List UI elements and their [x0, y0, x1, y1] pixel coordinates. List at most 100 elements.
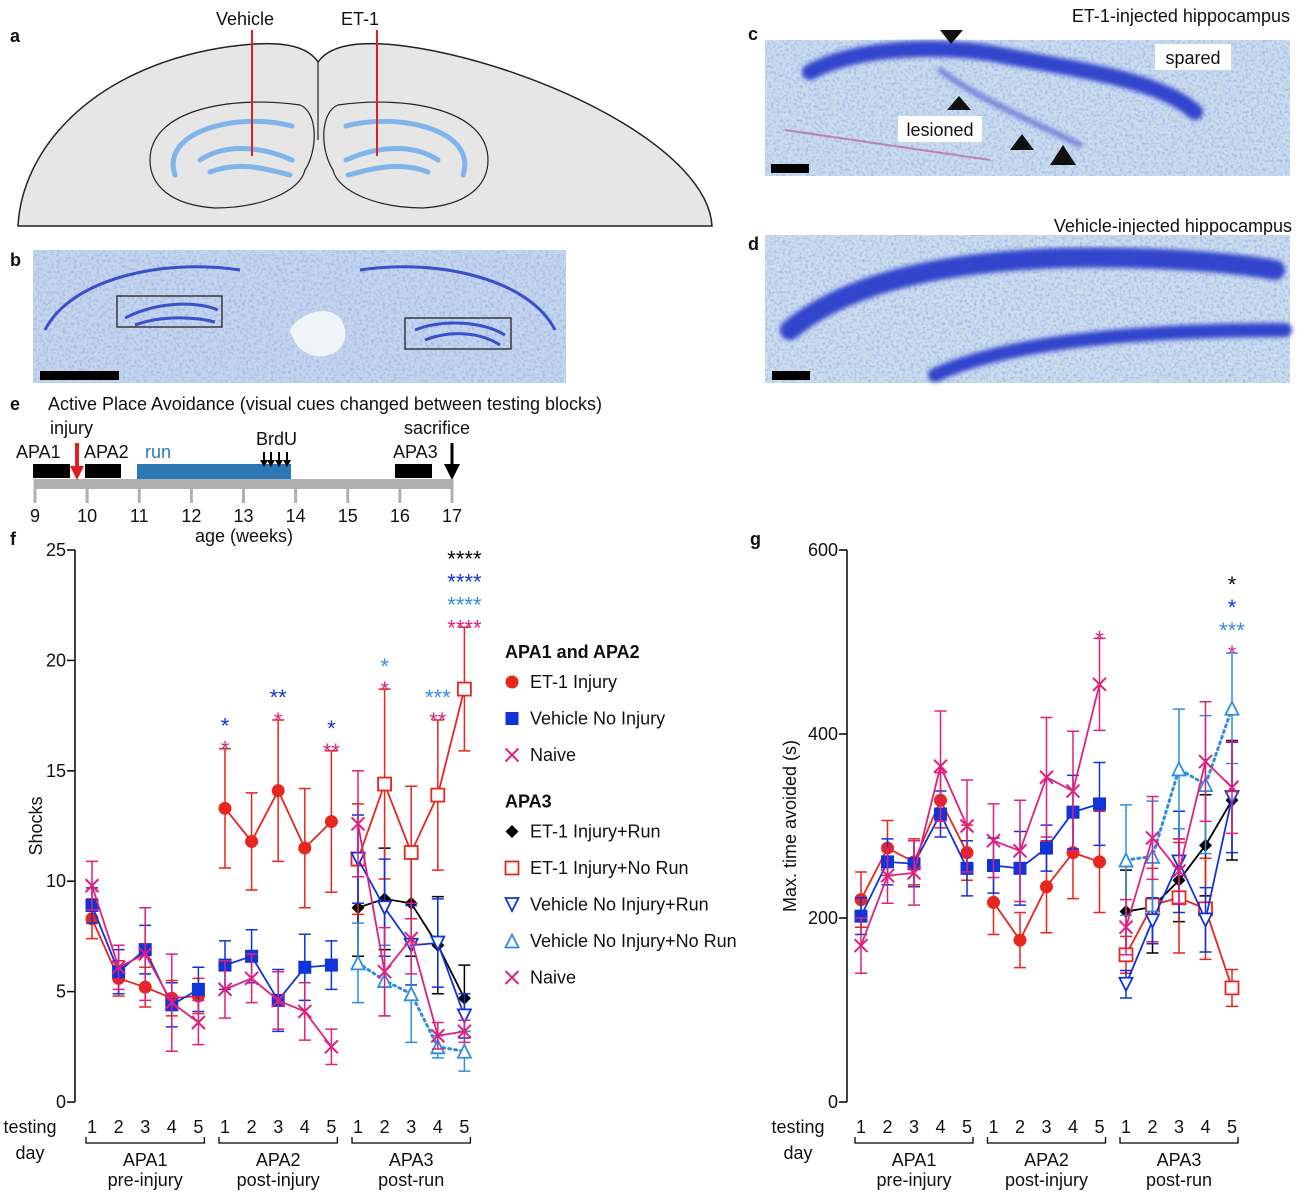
marker: [1144, 913, 1161, 930]
inset-box: [404, 317, 512, 350]
legend-label: ET-1 Injury+No Run: [530, 858, 689, 878]
marker: [1013, 933, 1027, 947]
legend-label: Vehicle No Injury+Run: [530, 895, 709, 915]
legend-label: ET-1 Injury: [530, 672, 617, 692]
marker: [429, 935, 446, 952]
legend-item: Vehicle No Injury: [505, 709, 665, 729]
x-tick-label: 1: [856, 1117, 866, 1137]
panel-title: Active Place Avoidance (visual cues chan…: [48, 394, 602, 414]
significance-stars: **: [270, 685, 288, 710]
legend-marker: [505, 675, 519, 689]
x-tick-label: 2: [1015, 1117, 1025, 1137]
y-tick-label: 400: [808, 724, 838, 744]
marker: [376, 900, 393, 917]
group-label: APA3: [1157, 1150, 1202, 1170]
panel-letter: d: [748, 234, 759, 254]
run-block: [137, 464, 291, 479]
x-tick-label: 5: [962, 1117, 972, 1137]
significance-stars: *: [221, 737, 230, 762]
x-axis-label: testing: [771, 1117, 824, 1137]
injection-label: ET-1: [341, 9, 379, 29]
region-label: lesioned: [906, 120, 973, 140]
legend-item: Vehicle No Injury+No Run: [504, 931, 737, 951]
x-tick-label: 1: [220, 1117, 230, 1137]
marker: [906, 865, 922, 881]
micrograph-texture: [33, 250, 566, 383]
group-label: APA1: [123, 1150, 168, 1170]
tissue-layers: [43, 265, 557, 347]
marker: [456, 1042, 473, 1059]
significance-stars: **: [323, 739, 341, 764]
marker: [218, 801, 232, 815]
panel-b: b: [10, 250, 566, 383]
marker: [245, 834, 259, 848]
marker: [1197, 912, 1214, 929]
y-tick-label: 10: [46, 871, 66, 891]
legend-item: ET-1 Injury+Run: [505, 822, 661, 842]
panel-title: ET-1-injected hippocampus: [1072, 6, 1290, 26]
series-line: [1124, 706, 1234, 862]
timeline-tick-label: 10: [77, 506, 97, 526]
legend-item: Vehicle No Injury+Run: [504, 895, 709, 915]
marker: [1224, 980, 1240, 996]
injury-arrow: [70, 466, 84, 480]
arrowhead: [1010, 134, 1034, 150]
group-label: APA3: [389, 1150, 434, 1170]
marker: [324, 1039, 339, 1055]
legend-title: APA1 and APA2: [505, 642, 640, 662]
marker: [191, 1015, 206, 1030]
marker: [403, 845, 419, 860]
scale-bar: [771, 164, 809, 173]
chart: 0 200 400 600 Max. time avoided (s) testing da…: [771, 540, 1245, 1190]
scale-bar: [40, 371, 119, 380]
marker: [430, 787, 446, 803]
significance-stars: **: [429, 708, 447, 733]
significance-stars: ****: [447, 592, 482, 617]
marker: [1093, 855, 1106, 869]
event-label: run: [145, 442, 171, 462]
marker: [959, 818, 975, 834]
testing-block: [33, 464, 70, 478]
marker: [244, 971, 259, 986]
panel-d: d Vehicle-injected hippocampus: [748, 216, 1292, 383]
marker: [350, 816, 366, 831]
axis-label: age (weeks): [195, 526, 293, 546]
marker: [1145, 830, 1160, 846]
y-tick-label: 20: [46, 650, 66, 670]
marker: [1118, 976, 1134, 993]
event-label: APA1: [16, 442, 61, 462]
marker: [1040, 880, 1053, 894]
inset-box: [116, 295, 223, 328]
x-tick-label: 4: [167, 1117, 177, 1137]
significance-stars: ****: [447, 615, 482, 640]
marker: [324, 815, 338, 829]
group-sublabel: pre-injury: [876, 1170, 951, 1190]
panel-letter: a: [10, 26, 21, 46]
group-label: APA1: [892, 1150, 937, 1170]
marker: [853, 938, 869, 953]
marker: [456, 1008, 473, 1025]
x-axis-label: testing: [3, 1117, 56, 1137]
x-tick-label: 5: [459, 1117, 469, 1137]
x-tick-label: 4: [1200, 1117, 1210, 1137]
group-sublabel: post-injury: [237, 1170, 320, 1190]
vessel: [784, 129, 991, 161]
marker: [1171, 760, 1187, 777]
x-tick-label: 3: [1041, 1117, 1051, 1137]
marker: [270, 993, 286, 1008]
legend-label: ET-1 Injury+Run: [530, 822, 661, 842]
marker: [1040, 841, 1053, 855]
group-bracket: [85, 1137, 206, 1144]
timeline-tick-label: 14: [286, 506, 306, 526]
x-axis-label: day: [15, 1143, 44, 1163]
testing-block: [85, 464, 121, 478]
marker: [933, 758, 948, 774]
event-label: injury: [50, 418, 93, 438]
legend-item: ET-1 Injury: [505, 672, 617, 692]
x-tick-label: 4: [433, 1117, 443, 1137]
y-axis-label: Shocks: [26, 796, 46, 855]
y-tick-label: 0: [828, 1092, 838, 1112]
group-sublabel: post-injury: [1005, 1170, 1088, 1190]
